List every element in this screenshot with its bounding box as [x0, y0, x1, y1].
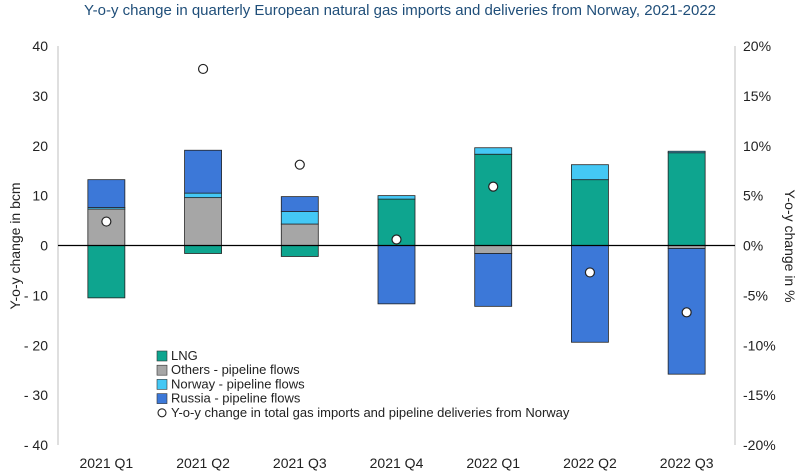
y-left-tick-label: - 40: [24, 437, 48, 453]
bar-segment: [474, 253, 513, 307]
x-tick-label: 2021 Q3: [273, 455, 327, 471]
bar-segment: [184, 197, 222, 246]
bar-segment: [474, 147, 513, 155]
x-tick-label: 2022 Q2: [563, 455, 617, 471]
marker-point: [197, 63, 209, 75]
bar-segment: [571, 164, 609, 181]
legend-label: Others - pipeline flows: [171, 362, 300, 377]
marker-point: [294, 159, 305, 170]
y-right-tick-label: -10%: [743, 337, 776, 353]
bar-segment: [667, 152, 706, 246]
legend-label: Russia - pipeline flows: [171, 391, 301, 406]
y-left-tick-label: 20: [32, 138, 48, 154]
legend-label: LNG: [171, 348, 198, 363]
y-axis-right-title: Y-o-y change in %: [782, 189, 798, 302]
legend-swatch: [156, 364, 168, 376]
x-tick-label: 2021 Q2: [176, 455, 230, 471]
bar-segment: [280, 211, 319, 225]
y-right-tick-label: 20%: [743, 38, 771, 54]
bar-segment: [571, 179, 609, 246]
x-tick-label: 2021 Q1: [79, 455, 133, 471]
bar-segment: [667, 150, 706, 154]
y-right-tick-label: 0%: [743, 238, 763, 254]
bar-segment: [87, 179, 126, 208]
y-right-tick-label: -20%: [743, 437, 776, 453]
y-right-tick-label: -5%: [743, 287, 768, 303]
bar-segment: [474, 245, 513, 254]
marker-point: [681, 307, 692, 318]
bar-segment: [571, 245, 609, 343]
bar-segment: [184, 245, 222, 254]
y-left-tick-label: 30: [32, 88, 48, 104]
bar-segment: [280, 196, 319, 212]
x-tick-label: 2022 Q1: [466, 455, 520, 471]
plot-area: 40 30 20 10 0 - 10 - 20 - 30 - 40 20% 15% 10% 5% 0% -5…: [24, 38, 776, 471]
bar-segment: [184, 149, 222, 194]
bar-segment: [377, 195, 416, 200]
bar-segment: [377, 245, 416, 305]
legend-swatch: [156, 393, 168, 404]
x-tick-label: 2021 Q4: [370, 455, 424, 471]
legend-swatch: [156, 350, 168, 362]
chart-title: Y-o-y change in quarterly European natur…: [84, 2, 716, 19]
y-right-tick-label: 15%: [743, 88, 771, 104]
legend-marker-swatch: [157, 408, 167, 418]
bar-segment: [87, 245, 126, 299]
bar-segment: [184, 192, 222, 199]
y-left-tick-label: 0: [40, 238, 48, 254]
marker-point: [488, 181, 499, 192]
y-right-tick-label: -15%: [743, 387, 776, 403]
legend-swatch: [156, 379, 168, 390]
y-right-tick-label: 10%: [743, 138, 771, 154]
bar-segment: [87, 208, 126, 246]
y-left-tick-label: 10: [32, 188, 48, 204]
legend-label: Norway - pipeline flows: [171, 376, 305, 391]
x-tick-label: 2022 Q3: [660, 455, 714, 471]
marker-point: [391, 234, 402, 245]
bar-segment: [280, 223, 319, 246]
y-left-tick-label: - 20: [24, 337, 48, 353]
bar-segment: [474, 153, 513, 246]
y-axis-left-title: Y-o-y change in bcm: [7, 182, 23, 309]
marker-point: [584, 267, 596, 278]
y-left-tick-label: - 10: [24, 287, 48, 303]
y-right-tick-label: 5%: [743, 188, 763, 204]
legend-label: Y-o-y change in total gas imports and pi…: [171, 405, 570, 420]
y-left-tick-label: 40: [32, 38, 48, 54]
bar-segment: [280, 245, 319, 257]
y-left-tick-label: - 30: [24, 387, 48, 403]
marker-point: [101, 216, 112, 227]
